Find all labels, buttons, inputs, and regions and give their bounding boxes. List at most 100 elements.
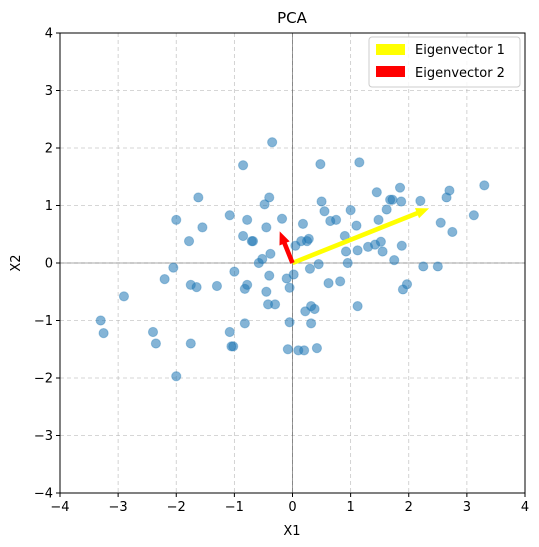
data-point	[354, 157, 365, 168]
legend-label-eigenvector-1: Eigenvector 1	[415, 43, 505, 58]
y-axis-label: X2	[9, 254, 24, 271]
data-point	[371, 187, 382, 198]
data-point	[242, 279, 253, 290]
data-point	[224, 326, 235, 338]
data-point	[352, 245, 363, 256]
data-point	[444, 185, 455, 196]
data-point	[297, 218, 309, 229]
data-point	[264, 270, 275, 281]
data-point	[319, 206, 330, 217]
y-tick-label: 2	[45, 142, 53, 157]
data-point	[224, 210, 235, 221]
legend: Eigenvector 1 Eigenvector 2	[368, 36, 521, 88]
data-point	[211, 280, 223, 292]
data-point	[269, 299, 281, 310]
x-tick-label: 4	[521, 500, 529, 515]
data-point	[447, 226, 458, 238]
data-point	[242, 214, 253, 225]
data-point	[284, 317, 295, 328]
data-point	[335, 276, 346, 287]
data-point	[387, 194, 398, 205]
legend-swatch-eigenvector-1	[376, 44, 405, 55]
x-tick-label: 1	[346, 500, 354, 515]
data-point	[375, 236, 386, 247]
data-point	[323, 278, 334, 289]
data-point	[468, 210, 479, 221]
data-point	[239, 318, 250, 329]
data-point	[304, 263, 316, 274]
y-tick-label: 1	[45, 199, 53, 214]
scatter-points	[95, 137, 490, 382]
data-point	[284, 282, 295, 293]
data-point	[394, 182, 406, 193]
y-axis-ticks: −4 −3 −2 −1 0 1 2 3 4	[34, 27, 60, 502]
data-point	[168, 262, 179, 273]
data-point	[276, 213, 288, 224]
data-point	[313, 259, 324, 270]
data-point	[159, 274, 170, 285]
data-point	[303, 233, 314, 244]
data-point	[418, 261, 429, 272]
data-point	[147, 326, 159, 338]
data-point	[396, 196, 407, 207]
data-point	[197, 222, 208, 233]
data-point	[315, 159, 326, 170]
data-point	[432, 261, 443, 272]
data-point	[259, 199, 270, 210]
data-point	[306, 318, 317, 329]
data-point	[340, 246, 352, 257]
data-point	[311, 343, 323, 354]
data-point	[193, 192, 204, 203]
data-point	[229, 266, 240, 277]
data-point	[118, 291, 130, 302]
x-tick-label: −3	[109, 500, 128, 515]
eigenvector-2-arrow	[279, 231, 295, 264]
data-point	[185, 338, 196, 349]
data-point	[351, 220, 362, 231]
data-point	[257, 253, 268, 265]
data-point	[191, 282, 202, 293]
data-point	[171, 214, 182, 225]
data-point	[299, 345, 310, 356]
eigenvector-1-arrow	[291, 208, 430, 266]
data-point	[150, 338, 162, 349]
y-tick-label: −2	[34, 372, 53, 387]
data-point	[352, 301, 363, 312]
data-point	[237, 160, 249, 171]
data-point	[396, 240, 407, 251]
y-tick-label: 0	[45, 257, 53, 272]
chart-title: PCA	[277, 9, 308, 27]
data-point	[381, 204, 392, 215]
data-point	[98, 328, 109, 339]
data-point	[435, 217, 446, 228]
data-point	[401, 279, 413, 290]
y-tick-label: −3	[34, 429, 53, 444]
data-point	[237, 230, 249, 242]
data-point	[265, 248, 276, 259]
data-point	[267, 137, 278, 148]
x-tick-label: −2	[167, 500, 186, 515]
data-point	[183, 236, 195, 247]
x-tick-label: 2	[405, 500, 413, 515]
x-tick-label: 3	[463, 500, 471, 515]
data-point	[330, 214, 342, 225]
data-point	[264, 192, 275, 203]
data-point	[415, 195, 426, 206]
data-point	[288, 269, 299, 280]
data-point	[282, 344, 293, 355]
data-point	[281, 273, 292, 284]
y-tick-label: 4	[45, 27, 53, 42]
y-tick-label: −1	[34, 314, 53, 329]
data-point	[373, 214, 384, 225]
data-point	[261, 222, 272, 233]
legend-box	[368, 36, 521, 88]
data-point	[171, 371, 182, 382]
x-tick-label: 0	[288, 500, 296, 515]
data-point	[316, 196, 327, 207]
legend-swatch-eigenvector-2	[376, 66, 405, 77]
x-tick-label: −4	[50, 500, 69, 515]
y-tick-label: 3	[45, 84, 53, 99]
data-point	[377, 246, 388, 257]
data-point	[345, 205, 356, 216]
